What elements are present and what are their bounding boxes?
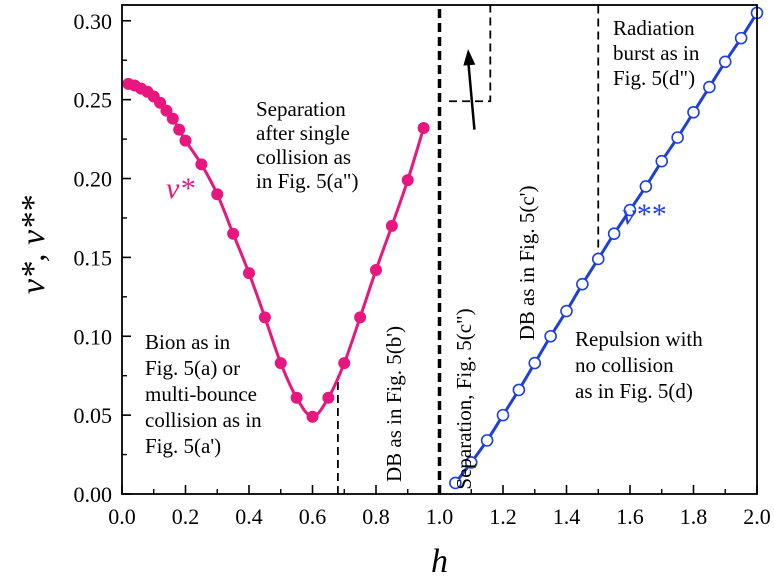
data-point-v-double-star-2: [480, 434, 494, 447]
y-tick-label: 0.15: [74, 245, 113, 270]
annotation-line: Separation, Fig. 5(c"): [452, 308, 476, 489]
data-point-v-star-22: [385, 219, 398, 232]
annotation-line: Separation: [256, 97, 346, 121]
data-point-v-double-star-7: [560, 304, 573, 318]
data-point-v-star-7: [166, 112, 179, 125]
data-point-v-star-23: [401, 174, 414, 187]
x-tick-label: 1.0: [426, 504, 454, 529]
annotation-line: Radiation: [613, 16, 695, 40]
annotation-line: Fig. 5(a) or: [145, 356, 240, 380]
axes-layer: 0.0 0.2 0.4 0.6 0.8 1.0 1.2 1.4 1.6 1.8 2.0 0.00 0.0…: [15, 4, 771, 580]
data-point-v-star-12: [227, 227, 240, 240]
annotation-line: DB as in Fig. 5(b'): [382, 326, 406, 482]
data-point-v-star-19: [338, 357, 351, 370]
annotation-line: DB as in Fig. 5(c'): [515, 186, 539, 341]
annotation-db-b: DB as in Fig. 5(b'): [382, 326, 406, 482]
data-point-v-double-star-1: [464, 456, 478, 469]
x-axis-title: h: [431, 543, 448, 580]
annotation-separation-c: Separation, Fig. 5(c"): [452, 308, 476, 489]
y-tick-label: 0.20: [74, 167, 113, 192]
y-tick-label: 0.30: [74, 9, 113, 34]
data-point-v-star-9: [179, 134, 192, 147]
data-point-v-star-8: [173, 123, 186, 136]
annotation-line: after single: [256, 121, 350, 145]
y-axis-title: v*, v**: [15, 196, 52, 294]
data-point-v-double-star-3: [496, 408, 510, 422]
data-point-v-double-star-16: [703, 80, 716, 94]
data-point-v-star-15: [274, 357, 287, 370]
data-point-v-star-13: [243, 267, 255, 280]
data-point-v-star-10: [195, 158, 208, 171]
x-tick-label: 0.0: [108, 504, 136, 529]
data-point-v-double-star-15: [687, 105, 700, 119]
annotation-line: collision as: [256, 145, 351, 169]
y-tick-label: 0.05: [74, 403, 113, 428]
annotation-line: Repulsion with: [575, 327, 703, 351]
data-point-v-star-24: [417, 122, 430, 135]
data-point-v-star-16: [290, 391, 303, 404]
x-tick-label: 1.2: [489, 504, 517, 529]
arrow-shaft: [466, 59, 476, 130]
series-label-v-star: v*: [166, 172, 194, 205]
x-tick-label: 0.4: [235, 504, 263, 529]
data-point-v-star-20: [354, 311, 367, 324]
x-tick-label: 0.6: [299, 504, 327, 529]
y-tick-label: 0.25: [74, 88, 113, 113]
annotation-line: burst as in: [613, 41, 700, 65]
annotation-line: multi-bounce: [145, 382, 257, 406]
annotation-line: Fig. 5(a'): [145, 434, 221, 458]
x-tick-label: 0.8: [362, 504, 390, 529]
annotation-line: Fig. 5(d"): [613, 66, 695, 90]
data-point-v-double-star-8: [576, 277, 589, 291]
data-point-v-double-star-0: [449, 476, 462, 490]
data-point-v-star-17: [306, 410, 319, 423]
data-point-v-double-star-9: [591, 252, 605, 266]
data-point-v-double-star-12: [639, 180, 653, 193]
arrow-head: [463, 49, 476, 66]
data-point-v-double-star-10: [607, 227, 621, 241]
x-tick-label: 1.4: [553, 504, 581, 529]
data-point-v-double-star-6: [544, 329, 557, 343]
annotation-line: collision as in: [145, 408, 262, 432]
data-point-v-double-star-13: [655, 154, 669, 168]
data-point-v-double-star-17: [718, 55, 732, 69]
data-point-v-star-18: [322, 391, 335, 404]
data-point-v-double-star-4: [512, 383, 526, 397]
annotation-line: Bion as in: [145, 330, 231, 354]
x-tick-label: 0.2: [172, 504, 200, 529]
step-marker: [449, 5, 492, 103]
data-point-v-star-21: [370, 264, 382, 277]
y-tick-label: 0.00: [74, 482, 113, 507]
data-point-v-double-star-14: [671, 131, 684, 144]
x-tick-label: 2.0: [743, 504, 771, 529]
data-point-v-double-star-5: [528, 356, 542, 370]
data-point-v-double-star-18: [734, 31, 748, 45]
annotation-line: as in Fig. 5(d): [575, 379, 693, 403]
x-tick-label: 1.8: [680, 504, 708, 529]
data-point-v-double-star-11: [623, 203, 637, 217]
annotation-line: no collision: [575, 353, 674, 377]
annotation-line: in Fig. 5(a"): [256, 169, 358, 193]
x-tick-label: 1.6: [616, 504, 644, 529]
annotation-db-c: DB as in Fig. 5(c'): [515, 186, 539, 341]
data-point-v-star-14: [258, 311, 271, 324]
y-tick-label: 0.10: [74, 324, 113, 349]
series-label-v-double-star: v**: [622, 198, 665, 231]
plot-layer: [122, 5, 764, 494]
data-point-v-star-11: [211, 188, 224, 201]
